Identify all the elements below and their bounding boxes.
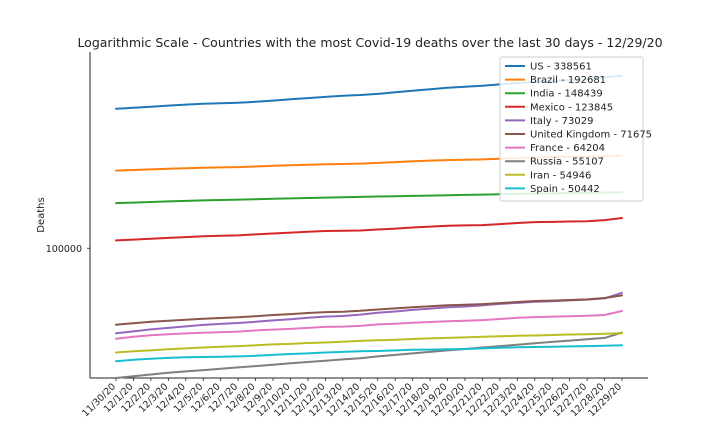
legend-label: Mexico - 123845	[530, 102, 613, 113]
y-tick-label: 100000	[46, 244, 82, 255]
x-tick-labels: 11/30/2012/1/2012/2/2012/3/2012/4/2012/5…	[80, 378, 624, 419]
series-line-9	[115, 344, 623, 363]
series-line-3	[115, 217, 623, 242]
y-tick-labels: 100000	[46, 244, 90, 255]
series-line-6	[115, 310, 623, 340]
series-line-5	[115, 294, 623, 326]
legend-label: Italy - 73029	[530, 116, 593, 127]
y-axis-label: Deaths	[36, 197, 47, 232]
legend: US - 338561 Brazil - 192681 India - 148439…	[499, 56, 652, 202]
legend-label: India - 148439	[530, 89, 603, 100]
legend-box	[499, 56, 644, 202]
legend-label: Russia - 55107	[530, 157, 604, 168]
legend-label: Iran - 54946	[530, 170, 591, 181]
chart-title: Logarithmic Scale - Countries with the m…	[77, 35, 662, 50]
legend-label: US - 338561	[530, 62, 592, 73]
legend-label: Spain - 50442	[530, 184, 600, 195]
series-line-7	[115, 331, 623, 379]
legend-label: France - 64204	[530, 143, 605, 154]
series-layer	[115, 74, 623, 379]
series-line-8	[115, 332, 623, 354]
series-line-4	[115, 291, 623, 335]
legend-label: United Kingdom - 71675	[530, 130, 652, 141]
legend-label: Brazil - 192681	[530, 75, 606, 86]
